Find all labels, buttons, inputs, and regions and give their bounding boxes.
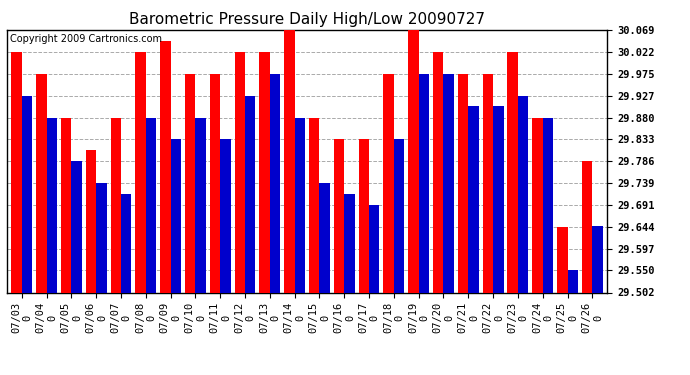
Bar	[582, 161, 592, 292]
Bar	[86, 150, 96, 292]
Bar	[270, 74, 280, 292]
Bar	[96, 183, 107, 292]
Bar	[11, 52, 22, 292]
Bar	[433, 52, 444, 292]
Bar	[369, 205, 380, 292]
Bar	[493, 106, 504, 292]
Bar	[71, 161, 82, 292]
Bar	[110, 117, 121, 292]
Bar	[592, 226, 603, 292]
Text: Copyright 2009 Cartronics.com: Copyright 2009 Cartronics.com	[10, 34, 162, 44]
Bar	[284, 30, 295, 292]
Bar	[185, 74, 195, 292]
Bar	[557, 227, 567, 292]
Bar	[61, 117, 71, 292]
Bar	[344, 194, 355, 292]
Bar	[245, 96, 255, 292]
Bar	[195, 117, 206, 292]
Bar	[235, 52, 245, 292]
Bar	[394, 139, 404, 292]
Bar	[384, 74, 394, 292]
Bar	[483, 74, 493, 292]
Bar	[419, 74, 429, 292]
Title: Barometric Pressure Daily High/Low 20090727: Barometric Pressure Daily High/Low 20090…	[129, 12, 485, 27]
Bar	[170, 139, 181, 292]
Bar	[334, 139, 344, 292]
Bar	[295, 117, 305, 292]
Bar	[160, 40, 170, 292]
Bar	[507, 52, 518, 292]
Bar	[408, 30, 419, 292]
Bar	[518, 96, 529, 292]
Bar	[36, 74, 47, 292]
Bar	[567, 270, 578, 292]
Bar	[47, 117, 57, 292]
Bar	[359, 139, 369, 292]
Bar	[220, 139, 230, 292]
Bar	[532, 117, 543, 292]
Bar	[444, 74, 454, 292]
Bar	[458, 74, 469, 292]
Bar	[543, 117, 553, 292]
Bar	[135, 52, 146, 292]
Bar	[319, 183, 330, 292]
Bar	[259, 52, 270, 292]
Bar	[121, 194, 131, 292]
Bar	[309, 117, 319, 292]
Bar	[146, 117, 156, 292]
Bar	[22, 96, 32, 292]
Bar	[210, 74, 220, 292]
Bar	[469, 106, 479, 292]
